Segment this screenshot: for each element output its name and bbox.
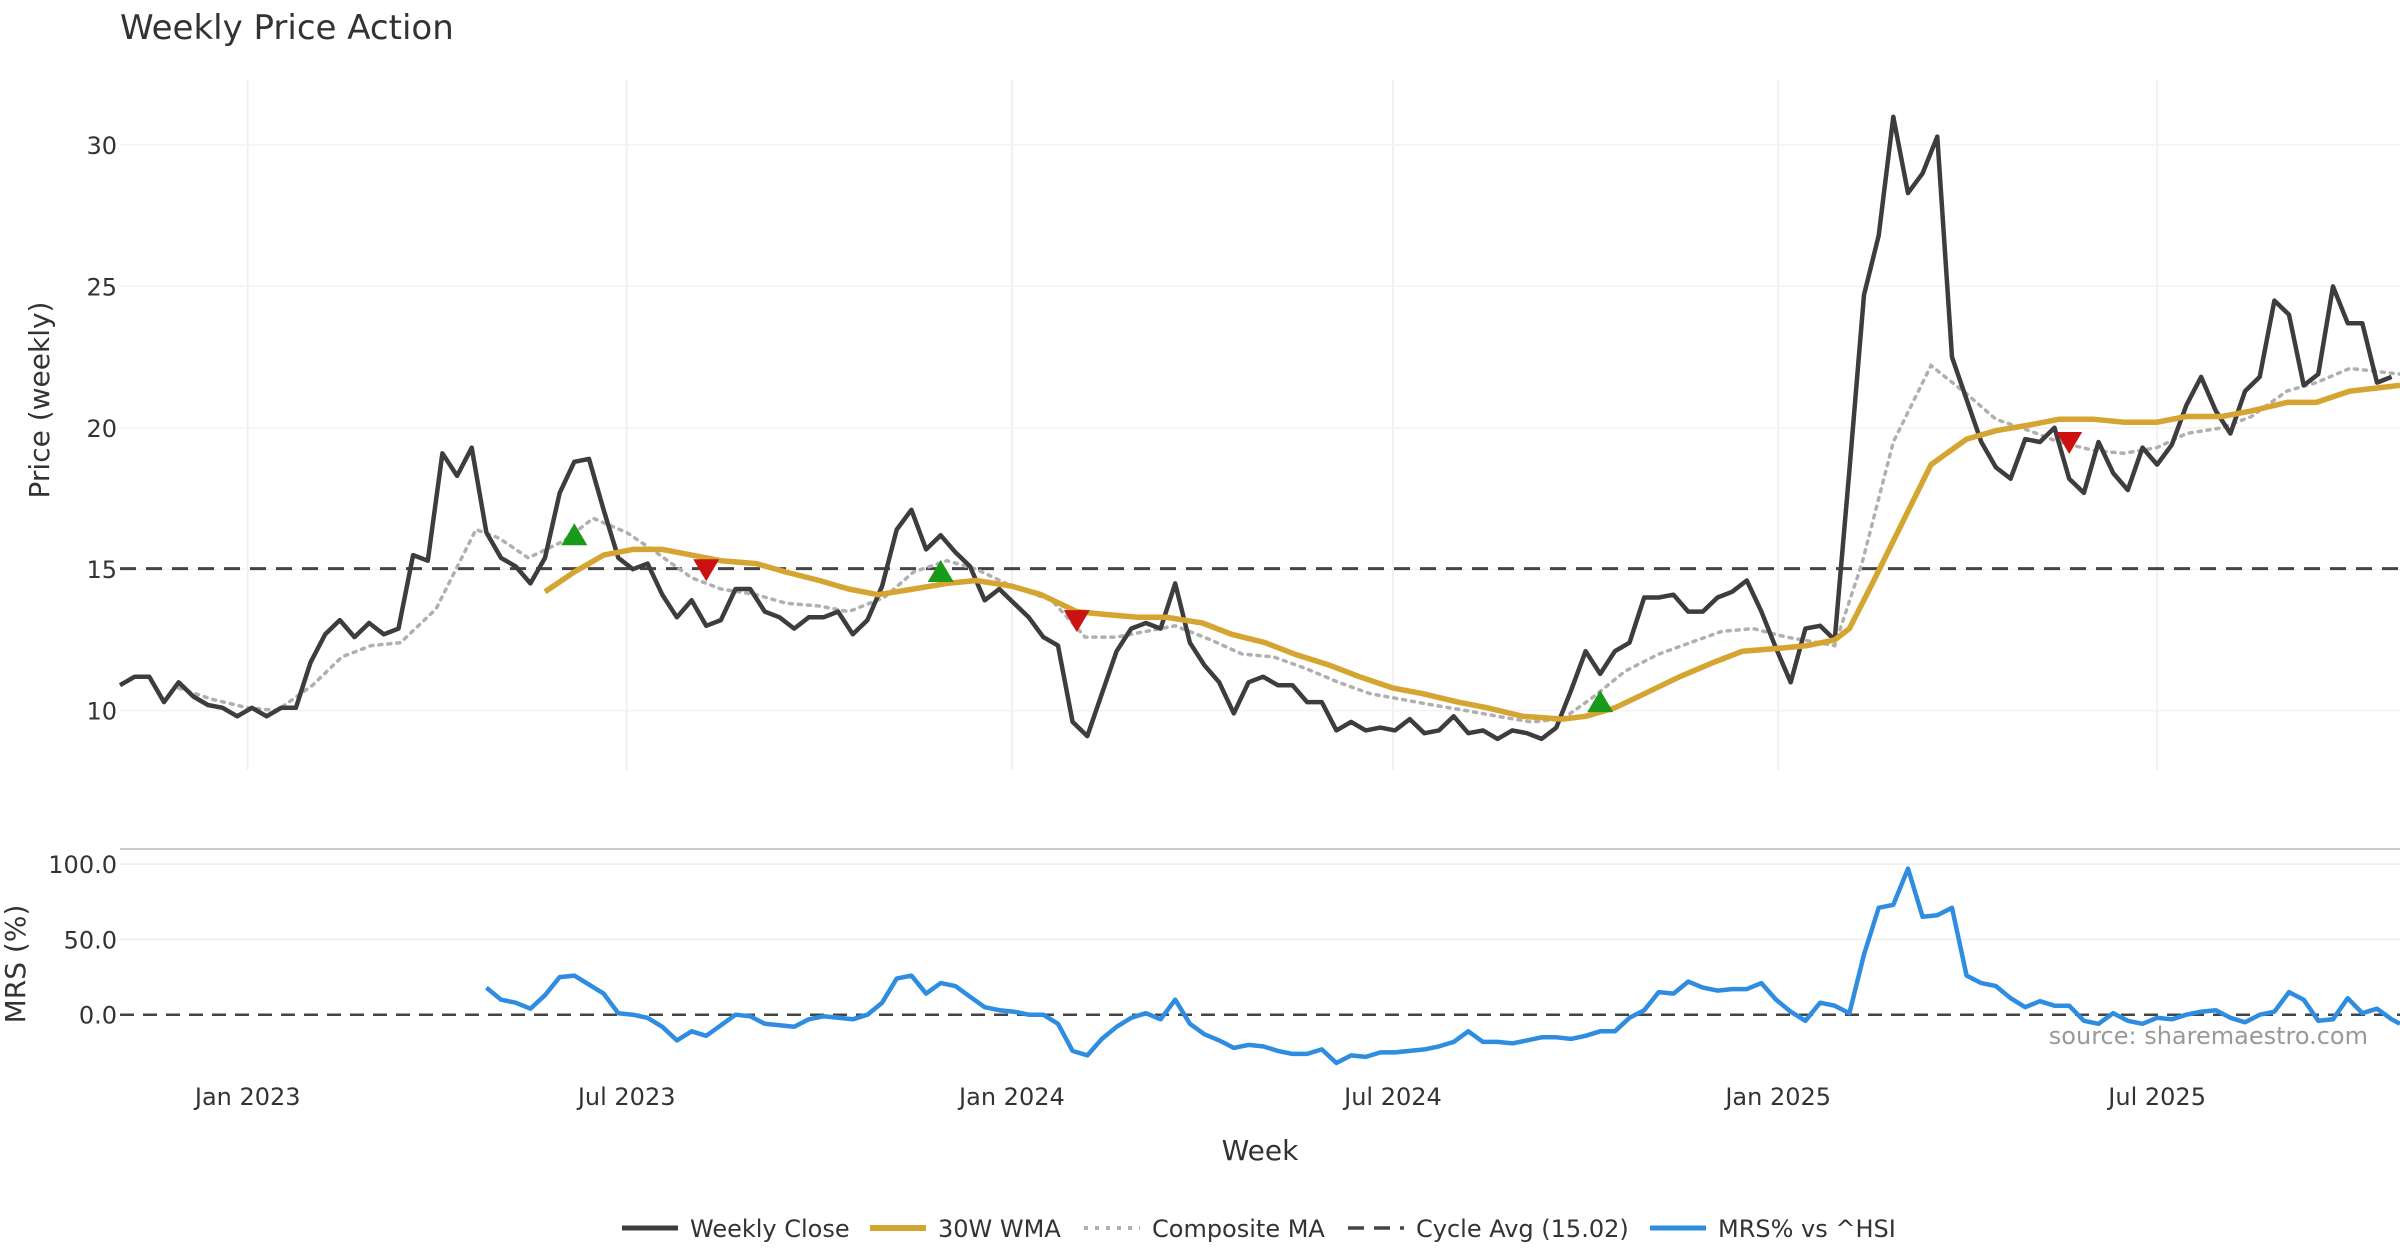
price-panel: 10 15 20 25 30 Price (weekly) [23,80,2400,770]
mrs-grid [120,863,2400,941]
sell-signal-marker [2056,431,2083,454]
legend: Weekly Close 30W WMA Composite MA Cycle Avg… [622,1215,1896,1243]
legend-label: 30W WMA [938,1215,1061,1243]
x-tick-label: Jan 2025 [1723,1083,1831,1111]
mrs-y-axis-label: MRS (%) [0,905,32,1024]
price-y-ticks: 10 15 20 25 30 [86,132,117,726]
x-tick-label: Jul 2025 [2106,1083,2206,1111]
price-y-tick-label: 30 [86,132,117,160]
x-axis-label: Week [1222,1134,1299,1167]
legend-label: Composite MA [1152,1215,1325,1243]
signal-markers [561,431,2083,713]
weekly-close-line [118,114,2393,742]
mrs-line [484,866,2400,1066]
source-note: source: sharemaestro.com [2049,1022,2368,1050]
mrs-y-tick-label: 50.0 [64,926,117,954]
legend-label: Cycle Avg (15.02) [1416,1215,1629,1243]
price-grid [120,80,2400,770]
buy-signal-marker [1587,690,1614,713]
price-y-tick-label: 15 [86,556,117,584]
x-tick-label: Jan 2024 [957,1083,1065,1111]
x-tick-label: Jul 2023 [576,1083,676,1111]
chart-title: Weekly Price Action [120,8,454,48]
x-tick-label: Jan 2023 [193,1083,301,1111]
legend-label: Weekly Close [690,1215,850,1243]
price-y-tick-label: 25 [86,273,117,301]
buy-signal-marker [561,523,588,546]
price-y-axis-label: Price (weekly) [23,302,56,499]
buy-signal-marker [927,560,954,583]
sell-signal-marker [1063,610,1090,633]
price-y-tick-label: 20 [86,415,117,443]
mrs-y-ticks: 0.0 50.0 100.0 [48,851,117,1030]
sell-signal-marker [693,559,720,582]
mrs-y-tick-label: 0.0 [79,1002,117,1030]
x-ticks: Jan 2023 Jul 2023 Jan 2024 Jul 2024 Jan 2025… [193,1083,2206,1111]
price-y-tick-label: 10 [86,698,117,726]
mrs-panel: 0.0 50.0 100.0 MRS (%) source: sharemaestr… [0,848,2400,1066]
x-tick-label: Jul 2024 [1342,1083,1442,1111]
wma-30w-line [543,382,2400,722]
legend-label: MRS% vs ^HSI [1718,1215,1896,1243]
mrs-y-tick-label: 100.0 [48,851,117,879]
